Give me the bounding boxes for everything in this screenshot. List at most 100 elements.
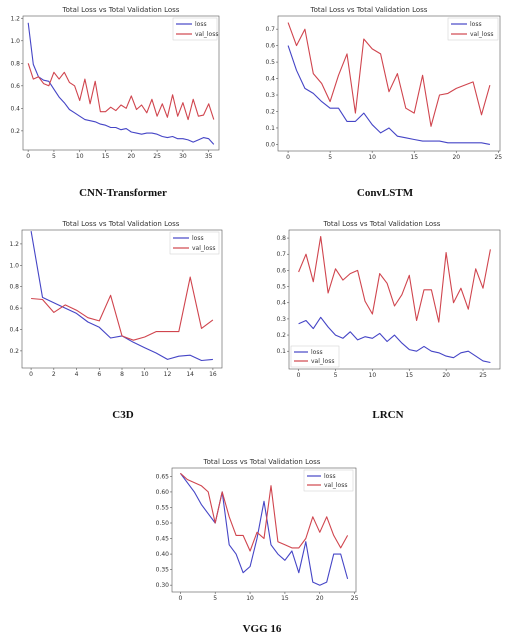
y-tick-label: 0.6 (9, 305, 19, 312)
x-tick-label: 0 (178, 595, 182, 602)
x-tick-label: 15 (410, 154, 418, 161)
series-line-val-loss (31, 276, 214, 341)
x-tick-label: 14 (186, 371, 194, 378)
y-tick-label: 0.8 (10, 60, 20, 67)
x-tick-label: 15 (102, 153, 110, 160)
y-tick-label: 0.2 (10, 128, 20, 135)
x-tick-label: 30 (179, 153, 187, 160)
chart-c3d: Total Loss vs Total Validation Loss 0 2 4 6… (9, 220, 223, 421)
x-tick-label: 10 (368, 154, 376, 161)
y-tick-label: 1.2 (10, 15, 20, 22)
legend-label-loss: loss (192, 235, 204, 242)
axis-ticks: 0 5 10 15 20 25 0.1 0.2 0.3 0.4 0.5 0.6 0.7 0.8 (276, 235, 487, 379)
x-tick-label: 20 (127, 153, 135, 160)
legend: loss val_loss (290, 345, 340, 368)
x-tick-label: 8 (120, 371, 124, 378)
chart-convlstm: Total Loss vs Total Validation Loss 0 5 10… (265, 6, 502, 199)
series-lines (27, 22, 215, 145)
legend-label-val-loss: val_loss (192, 245, 215, 252)
y-tick-label: 0.6 (10, 83, 20, 90)
y-tick-label: 0.8 (9, 284, 19, 291)
series-line-val-loss (298, 235, 491, 323)
chart-title: Total Loss vs Total Validation Loss (62, 6, 180, 14)
x-tick-label: 15 (405, 372, 413, 379)
chart-caption: VGG 16 (243, 623, 282, 635)
x-tick-label: 0 (29, 371, 33, 378)
x-tick-label: 20 (452, 154, 460, 161)
legend-label-loss: loss (311, 349, 323, 356)
chart-caption: C3D (112, 409, 133, 421)
y-tick-label: 0.3 (265, 92, 275, 99)
y-tick-label: 0.4 (265, 76, 275, 83)
x-tick-label: 10 (141, 371, 149, 378)
y-tick-label: 0.50 (156, 520, 170, 527)
legend-label-val-loss: val_loss (195, 31, 218, 38)
y-tick-label: 0.2 (9, 348, 19, 355)
chart-cnn-transformer: Total Loss vs Total Validation Loss 0 5 10… (10, 6, 220, 199)
y-tick-label: 1.0 (10, 38, 20, 45)
plot-frame (22, 15, 220, 151)
y-tick-label: 0.35 (156, 567, 170, 574)
x-tick-label: 5 (334, 372, 338, 379)
x-tick-label: 0 (286, 154, 290, 161)
y-tick-label: 0.4 (276, 300, 286, 307)
series-line-loss (27, 22, 215, 145)
y-tick-label: 0.45 (156, 536, 170, 543)
legend-label-val-loss: val_loss (311, 358, 334, 365)
y-tick-label: 0.4 (10, 105, 20, 112)
chart-vgg16: Total Loss vs Total Validation Loss 0 5 10… (156, 458, 359, 635)
series-lines (287, 22, 491, 145)
y-tick-label: 0.0 (265, 141, 275, 148)
x-tick-label: 0 (297, 372, 301, 379)
x-tick-label: 10 (246, 595, 254, 602)
y-tick-label: 0.6 (265, 43, 275, 50)
legend: loss val_loss (169, 231, 220, 255)
axis-ticks: 0 2 4 6 8 10 12 14 16 0.2 0.4 0.6 0.8 1.0 1.2 (9, 241, 216, 378)
y-tick-label: 0.3 (276, 316, 286, 323)
y-tick-label: 0.2 (276, 332, 286, 339)
y-tick-label: 1.2 (9, 241, 19, 248)
series-line-loss (179, 472, 349, 586)
legend: loss val_loss (303, 469, 354, 492)
y-tick-label: 0.30 (156, 582, 170, 589)
x-tick-label: 25 (351, 595, 359, 602)
chart-title: Total Loss vs Total Validation Loss (310, 6, 428, 14)
series-line-val-loss (287, 22, 491, 127)
chart-caption: LRCN (372, 409, 403, 421)
x-tick-label: 4 (75, 371, 79, 378)
series-line-val-loss (180, 472, 349, 552)
y-tick-label: 0.55 (156, 504, 170, 511)
y-tick-label: 0.7 (276, 251, 286, 258)
y-tick-label: 0.60 (156, 489, 170, 496)
series-lines (179, 472, 349, 586)
x-tick-label: 10 (76, 153, 84, 160)
x-tick-label: 25 (494, 154, 502, 161)
y-tick-label: 0.8 (276, 235, 286, 242)
series-line-val-loss (27, 63, 215, 121)
x-tick-label: 35 (205, 153, 213, 160)
y-tick-label: 0.5 (276, 284, 286, 291)
axis-ticks: 0 5 10 15 20 25 0.0 0.1 0.2 0.3 0.4 0.5 0.6 0.7 (265, 26, 502, 161)
axis-ticks: 0 5 10 15 20 25 30 35 0.2 0.4 0.6 0.8 1.0 1.2 (10, 15, 212, 160)
x-tick-label: 25 (153, 153, 161, 160)
y-tick-label: 0.40 (156, 551, 170, 558)
x-tick-label: 20 (316, 595, 324, 602)
x-tick-label: 25 (479, 372, 487, 379)
x-tick-label: 10 (369, 372, 377, 379)
x-tick-label: 5 (328, 154, 332, 161)
axis-ticks: 0 5 10 15 20 25 0.30 0.35 0.40 0.45 0.50 0.55 0.60 0.… (156, 473, 359, 602)
chart-lrcn: Total Loss vs Total Validation Loss 0 5 10… (276, 220, 501, 421)
chart-caption: CNN-Transformer (79, 187, 167, 199)
chart-title: Total Loss vs Total Validation Loss (203, 458, 321, 466)
x-tick-label: 2 (52, 371, 56, 378)
legend-box (290, 345, 340, 368)
y-tick-label: 0.1 (265, 125, 275, 132)
legend-label-loss: loss (470, 21, 482, 28)
x-tick-label: 0 (26, 153, 30, 160)
legend-label-loss: loss (324, 473, 336, 480)
plot-frame (277, 15, 501, 152)
legend-label-val-loss: val_loss (324, 482, 347, 489)
y-tick-label: 1.0 (9, 262, 19, 269)
y-tick-label: 0.5 (265, 59, 275, 66)
